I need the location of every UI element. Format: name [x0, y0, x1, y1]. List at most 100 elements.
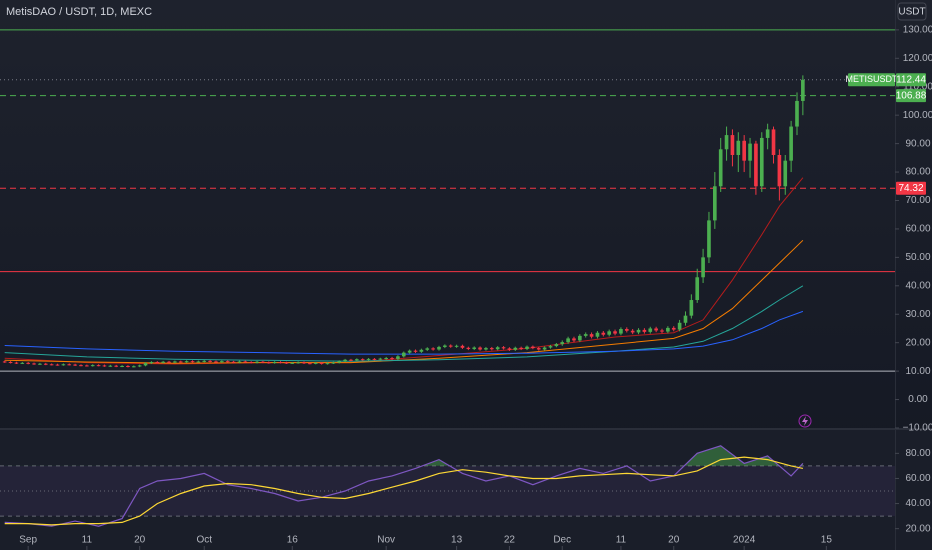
x-tick-label: Dec [553, 535, 571, 546]
candle-body [155, 362, 160, 364]
candle-body [296, 362, 300, 364]
candle-body [20, 362, 25, 364]
rsi-y-tick-label: 20.00 [905, 523, 930, 534]
candle-body [131, 366, 136, 368]
candle-body [443, 345, 447, 347]
candle-body [2, 361, 7, 363]
candle-body [261, 361, 265, 363]
candle-body [707, 220, 711, 258]
candle-body [607, 331, 612, 335]
candle-body [313, 362, 318, 364]
y-tick-label: 50.00 [905, 252, 930, 263]
candle-body [14, 362, 19, 364]
x-tick-label: 16 [287, 535, 299, 546]
candle-body [108, 365, 113, 367]
candle-body [548, 346, 553, 348]
candle-body [748, 143, 752, 161]
candle-body [484, 348, 488, 350]
candle-body [372, 358, 377, 360]
candle-body [120, 366, 124, 368]
chart-title: MetisDAO / USDT, 1D, MEXC [6, 6, 152, 18]
candle-body [554, 344, 559, 347]
candle-body [695, 277, 700, 301]
x-tick-label: 13 [451, 535, 463, 546]
candle-body [384, 358, 388, 360]
y-tick-label: 110.00 [903, 81, 932, 92]
candle-body [519, 347, 523, 349]
price-tag-box [896, 181, 926, 195]
x-tick-label: 15 [821, 535, 833, 546]
candle-body [771, 129, 776, 155]
candle-body [730, 135, 735, 155]
candle-body [801, 79, 805, 101]
main-plot [0, 29, 895, 372]
candle-body [173, 361, 177, 363]
moving-average [4, 310, 804, 355]
candle-body [636, 329, 641, 333]
candle-body [178, 361, 183, 363]
candle-body [765, 129, 770, 138]
y-tick-label: 100.00 [903, 110, 932, 121]
candle-body [671, 327, 676, 330]
currency-button-label[interactable]: USDT [898, 7, 925, 18]
candle-body [102, 365, 107, 367]
candle-body [666, 327, 670, 332]
candle-body [460, 345, 465, 348]
candle-body [284, 362, 289, 364]
candle-body [255, 361, 259, 363]
candle-body [589, 334, 594, 337]
x-tick-label: Nov [377, 535, 395, 546]
x-tick-label: 20 [668, 535, 680, 546]
candle-body [302, 362, 306, 364]
candle-body [196, 361, 201, 363]
candle-body [478, 347, 482, 350]
candle-body [32, 363, 36, 365]
candle-body [425, 348, 430, 350]
price-tag-box [896, 73, 926, 87]
candle-body [578, 335, 582, 341]
candle-body [718, 149, 723, 187]
candle-body [349, 359, 353, 361]
candle-body [724, 135, 729, 150]
alert-bolt[interactable] [802, 416, 808, 426]
candle-body [114, 365, 119, 367]
candle-body [777, 154, 782, 187]
candle-body [536, 348, 541, 350]
candle-body [249, 362, 254, 364]
candle-body [355, 359, 359, 361]
y-tick-label: 60.00 [905, 224, 930, 235]
candle-body [366, 358, 371, 360]
candle-body [190, 361, 195, 363]
candle-body [572, 338, 576, 341]
candle-body [243, 361, 248, 363]
candle-body [184, 361, 189, 363]
x-tick-label: 11 [82, 535, 93, 546]
candle-body [472, 347, 477, 349]
x-tick-label: 22 [504, 535, 516, 546]
rsi-plot [0, 445, 895, 527]
candle-body [630, 330, 635, 333]
y-tick-label: 90.00 [905, 138, 930, 149]
x-tick-label: 2024 [733, 535, 756, 546]
candle-body [736, 140, 741, 155]
candle-body [654, 328, 658, 331]
candle-body [754, 143, 758, 187]
y-tick-label: 120.00 [903, 53, 932, 64]
candle-body [149, 362, 154, 364]
candle-body [90, 365, 95, 367]
candle-body [61, 364, 66, 366]
candle-body [85, 365, 89, 367]
candle-body [378, 358, 383, 360]
y-tick-label: 20.00 [905, 337, 930, 348]
currency-button[interactable] [897, 2, 927, 21]
rsi-y-tick-label: 40.00 [905, 498, 930, 509]
candle-body [319, 362, 324, 364]
candle-body [266, 362, 271, 364]
alert-icon[interactable] [798, 414, 812, 428]
candle-body [272, 362, 277, 364]
candle-body [413, 350, 418, 352]
candle-body [454, 345, 459, 347]
candle-body [560, 342, 565, 345]
y-tick-label: 40.00 [905, 280, 930, 291]
